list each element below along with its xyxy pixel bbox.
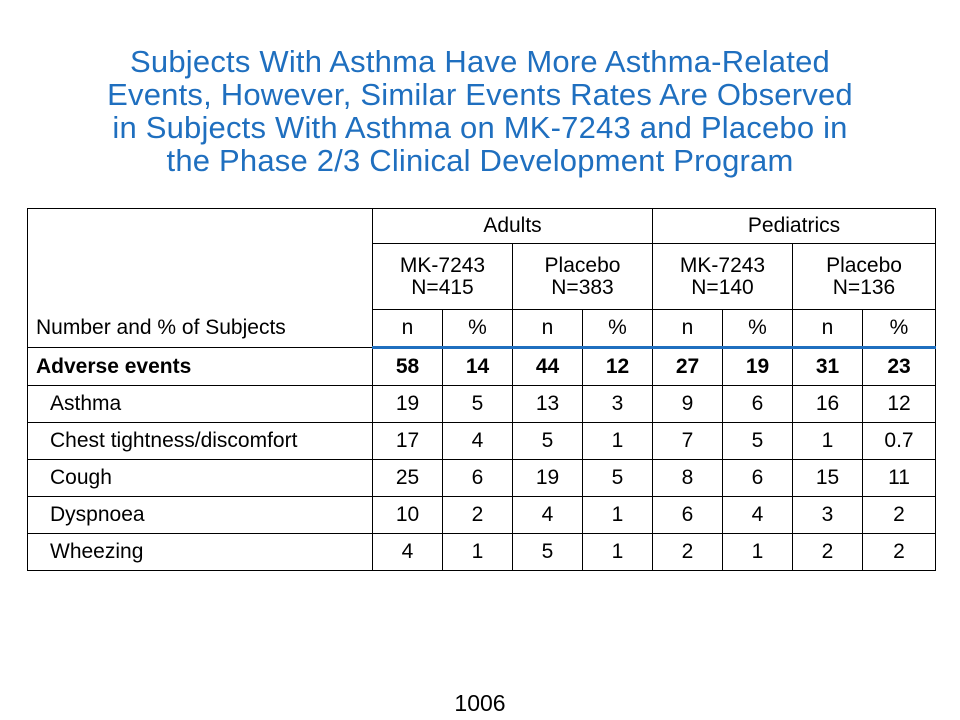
table-cell: 6: [652, 496, 723, 534]
table-cell: 1: [442, 533, 513, 571]
table-cell: 12: [582, 347, 653, 386]
arm-header: Placebo N=136: [791, 243, 937, 310]
title-line: the Phase 2/3 Clinical Development Progr…: [166, 142, 794, 178]
table-cell: 44: [512, 347, 583, 386]
table-cell: 2: [861, 496, 937, 534]
table-cell: 1: [582, 422, 653, 460]
table-cell: 10: [372, 496, 443, 534]
table-cell: 2: [442, 496, 513, 534]
row-label: Wheezing: [27, 533, 373, 571]
stat-header: %: [582, 309, 653, 349]
row-label: Chest tightness/discomfort: [27, 422, 373, 460]
table-row: Chest tightness/discomfort 17 4 5 1 7 5 …: [27, 422, 937, 460]
table-cell: 4: [722, 496, 793, 534]
table-cell: 11: [861, 459, 937, 497]
table-cell: 8: [652, 459, 723, 497]
stat-header-row: n % n % n % n %: [28, 309, 937, 349]
group-header-pediatrics: Pediatrics: [651, 208, 937, 244]
table-cell: 0.7: [861, 422, 937, 460]
table-cell: 2: [652, 533, 723, 571]
table-row: Asthma 19 5 13 3 9 6 16 12: [27, 385, 937, 423]
table-cell: 5: [512, 533, 583, 571]
table-cell: 15: [792, 459, 863, 497]
table-cell: 9: [652, 385, 723, 423]
table-cell: 23: [861, 347, 937, 386]
row-label: Cough: [27, 459, 373, 497]
stat-header: %: [722, 309, 793, 349]
row-label: Dyspnoea: [27, 496, 373, 534]
table-cell: 2: [792, 533, 863, 571]
table-cell: 19: [372, 385, 443, 423]
table-cell: 1: [582, 533, 653, 571]
title-line: in Subjects With Asthma on MK-7243 and P…: [112, 109, 848, 145]
page-number: 1006: [454, 690, 506, 716]
table-cell: 4: [512, 496, 583, 534]
table-cell: 1: [722, 533, 793, 571]
table-cell: 6: [722, 385, 793, 423]
table-cell: 1: [792, 422, 863, 460]
table-cell: 25: [372, 459, 443, 497]
table-row: Cough 25 6 19 5 8 6 15 11: [27, 459, 937, 497]
table-cell: 3: [792, 496, 863, 534]
table-cell: 4: [442, 422, 513, 460]
slide-title: Subjects With Asthma Have More Asthma-Re…: [20, 45, 940, 177]
table-cell: 5: [512, 422, 583, 460]
table-cell: 13: [512, 385, 583, 423]
stat-header: n: [372, 309, 443, 349]
table-cell: 27: [652, 347, 723, 386]
table-cell: 31: [792, 347, 863, 386]
arm-header: MK-7243 N=140: [652, 243, 793, 310]
table-cell: 1: [582, 496, 653, 534]
title-line: Subjects With Asthma Have More Asthma-Re…: [130, 43, 830, 79]
table-row: Wheezing 4 1 5 1 2 1 2 2: [27, 533, 937, 571]
table-row: Adverse events 58 14 44 12 27 19 31 23: [27, 347, 937, 386]
table-cell: 2: [861, 533, 937, 571]
table-cell: 17: [372, 422, 443, 460]
table-cell: 58: [372, 347, 443, 386]
table-cell: 6: [722, 459, 793, 497]
stat-header: n: [512, 309, 583, 349]
stat-header: %: [861, 309, 937, 349]
table-cell: 19: [512, 459, 583, 497]
table-cell: 7: [652, 422, 723, 460]
arm-header-row: MK-7243 N=415 Placebo N=383 MK-7243 N=140 P…: [28, 243, 937, 310]
table-cell: 4: [372, 533, 443, 571]
table-cell: 3: [582, 385, 653, 423]
table-cell: 6: [442, 459, 513, 497]
stat-header: n: [792, 309, 863, 349]
row-label: Asthma: [27, 385, 373, 423]
group-header-adults: Adults: [372, 208, 653, 244]
row-label: Adverse events: [27, 347, 373, 386]
corner-label: Number and % of Subjects: [27, 208, 373, 348]
arm-header: Placebo N=383: [512, 243, 653, 310]
table-cell: 5: [582, 459, 653, 497]
stat-header: %: [442, 309, 513, 349]
adverse-events-table: Number and % of Subjects Adults Pediatri…: [27, 208, 937, 571]
table-cell: 16: [792, 385, 863, 423]
arm-header: MK-7243 N=415: [372, 243, 513, 310]
stat-header: n: [652, 309, 723, 349]
group-header-row: Number and % of Subjects Adults Pediatri…: [27, 208, 937, 348]
table-cell: 12: [861, 385, 937, 423]
table-cell: 5: [442, 385, 513, 423]
table-cell: 19: [722, 347, 793, 386]
table-cell: 14: [442, 347, 513, 386]
table-row: Dyspnoea 10 2 4 1 6 4 3 2: [27, 496, 937, 534]
table-cell: 5: [722, 422, 793, 460]
title-line: Events, However, Similar Events Rates Ar…: [107, 76, 853, 112]
